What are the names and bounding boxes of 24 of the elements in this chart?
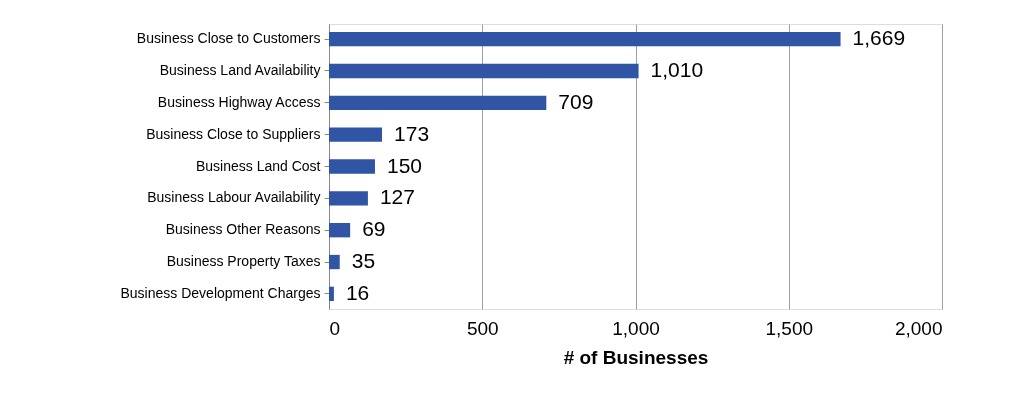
data-label: 127 [379, 185, 415, 209]
y-tick-label: Business Highway Access [157, 93, 321, 110]
y-tick-label: Business Development Charges [120, 284, 321, 301]
y-tick-label: Business Other Reasons [165, 221, 321, 238]
y-tick-label: Business Property Taxes [166, 253, 321, 270]
data-label: 1,669 [852, 26, 906, 50]
data-label: 709 [558, 89, 594, 113]
y-tick-label: Business Land Cost [195, 157, 321, 174]
y-tick-label: Business Close to Suppliers [146, 125, 321, 142]
x-tick-label: 1,000 [612, 317, 660, 339]
y-tick-label: Business Labour Availability [147, 189, 321, 206]
data-label: 69 [362, 217, 386, 241]
x-tick-label: 1,500 [765, 317, 814, 339]
x-tick-label: 2,000 [894, 317, 943, 339]
data-label: 173 [394, 121, 430, 145]
x-tick-label: 0 [329, 317, 341, 339]
x-tick-label: 500 [466, 317, 499, 339]
data-label: 150 [386, 153, 423, 177]
data-label: 1,010 [650, 57, 704, 81]
y-tick-label: Business Land Availability [159, 61, 321, 78]
y-tick-label: Business Close to Customers [136, 30, 321, 47]
data-label: 35 [351, 249, 376, 273]
data-label: 16 [345, 280, 370, 304]
x-axis-title: # of Businesses [563, 346, 709, 368]
